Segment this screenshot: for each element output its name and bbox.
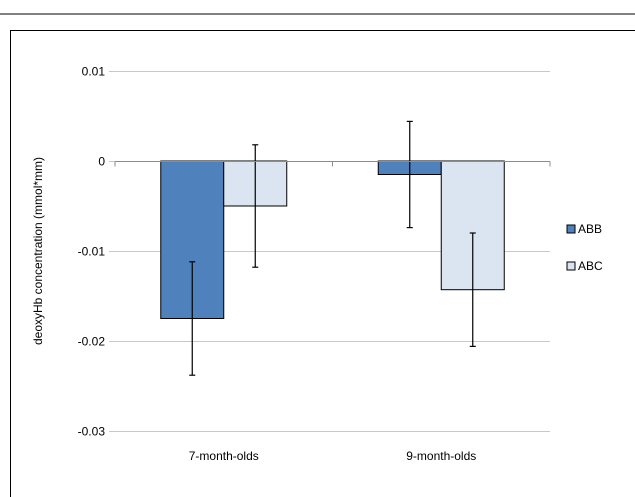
x-tick-labels: 7-month-olds 9-month-olds <box>189 449 477 463</box>
y-axis-label: deoxyHb concentration (mmol*mm) <box>31 157 45 345</box>
chart-frame <box>10 30 635 497</box>
legend-label-abc: ABC <box>578 259 603 273</box>
legend-swatch-abb <box>566 224 576 234</box>
bars <box>160 160 505 319</box>
x-tick-label: 9-month-olds <box>406 449 476 463</box>
x-axis <box>114 161 551 167</box>
y-tick-label: -0.03 <box>78 425 106 439</box>
legend-swatch-abc <box>566 261 576 271</box>
legend: ABB ABC <box>566 222 603 273</box>
y-tick-label: 0 <box>98 155 105 169</box>
legend-label-abb: ABB <box>578 222 602 236</box>
y-tick-label: -0.02 <box>78 335 106 349</box>
y-tick-label: 0.01 <box>82 65 106 79</box>
x-tick-label: 7-month-olds <box>189 449 259 463</box>
y-tick-label: -0.01 <box>78 245 106 259</box>
error-bars <box>189 120 476 376</box>
y-tick-labels: 0.01 0 -0.01 -0.02 -0.03 <box>78 65 106 439</box>
